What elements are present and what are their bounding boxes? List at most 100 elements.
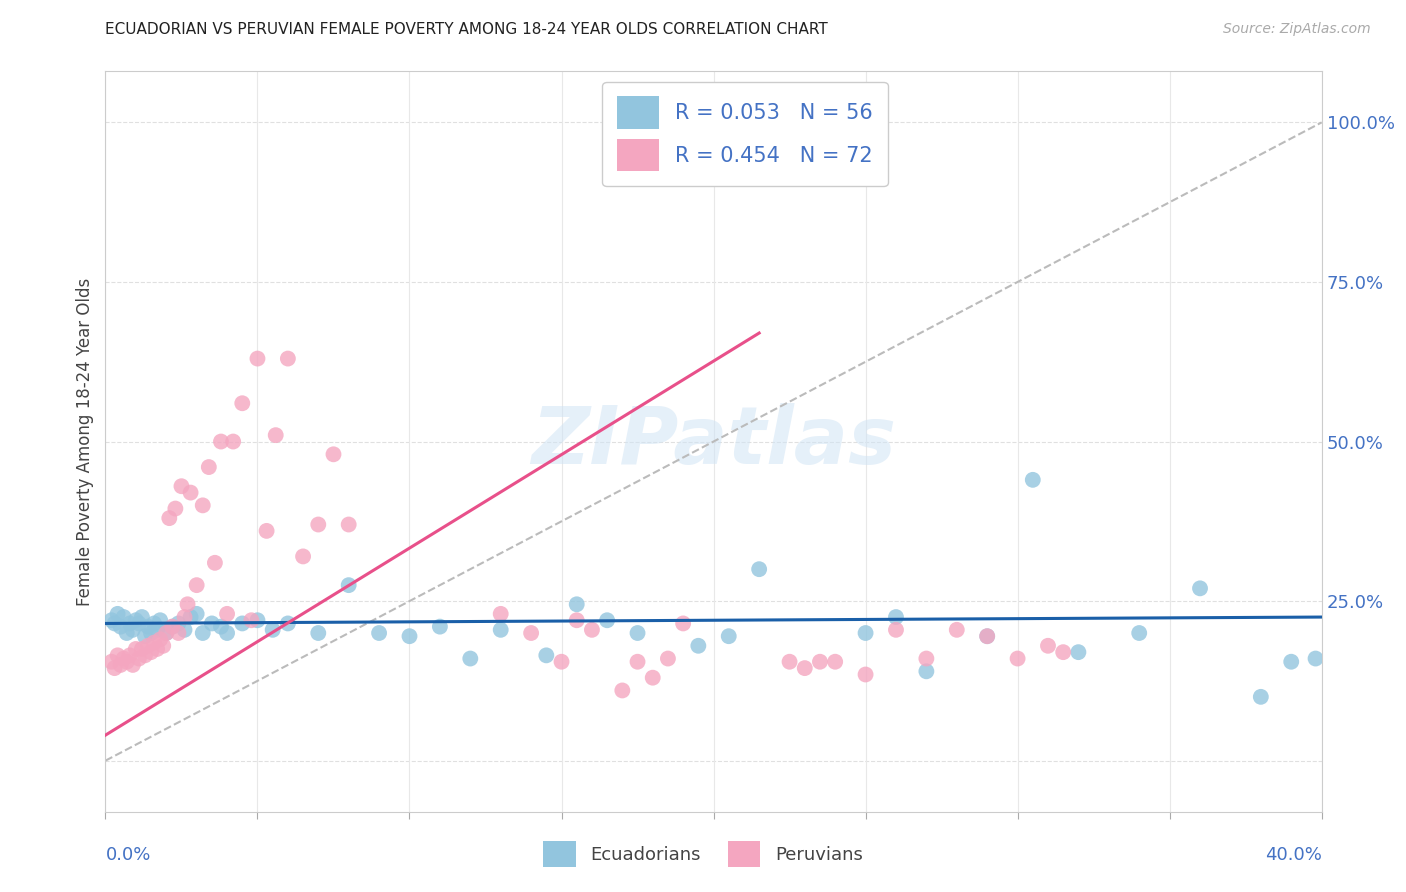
Point [733,141,755,155]
Point [146,623,169,637]
Point [217,626,239,640]
Point [167,616,190,631]
Point [1128,626,1150,640]
Point [1279,655,1302,669]
Point [884,610,907,624]
Point [884,623,907,637]
Point [581,623,603,637]
Point [191,499,214,513]
Point [201,616,224,631]
Point [152,639,174,653]
Point [612,683,634,698]
Point [717,141,740,155]
Point [100,655,122,669]
Point [915,651,938,665]
Point [368,626,391,640]
Point [565,613,588,627]
Point [688,639,710,653]
Point [458,651,481,665]
Point [337,578,360,592]
Point [626,655,648,669]
Point [748,141,770,155]
Point [128,616,150,631]
Point [134,629,156,643]
Point [307,517,329,532]
Point [186,578,208,592]
Point [520,626,543,640]
Point [191,626,214,640]
Point [157,511,180,525]
Point [672,616,695,631]
Point [536,648,558,663]
Point [808,655,831,669]
Point [292,549,315,564]
Point [100,613,122,627]
Point [149,632,172,647]
Point [176,597,198,611]
Point [180,610,202,624]
Point [945,623,967,637]
Point [277,616,299,631]
Point [173,610,195,624]
Point [217,607,239,621]
Point [125,613,148,627]
Legend: R = 0.053   N = 56, R = 0.454   N = 72: R = 0.053 N = 56, R = 0.454 N = 72 [602,82,887,186]
Point [1067,645,1090,659]
Text: ECUADORIAN VS PERUVIAN FEMALE POVERTY AMONG 18-24 YEAR OLDS CORRELATION CHART: ECUADORIAN VS PERUVIAN FEMALE POVERTY AM… [105,22,828,37]
Point [565,597,588,611]
Point [277,351,299,366]
Point [162,619,184,633]
Point [855,667,877,681]
Point [107,648,129,663]
Point [322,447,344,461]
Point [262,623,284,637]
Point [165,501,187,516]
Point [170,479,193,493]
Point [246,613,269,627]
Point [1188,582,1211,596]
Point [824,655,846,669]
Point [131,642,153,657]
Point [855,626,877,640]
Point [121,657,143,672]
Point [180,485,202,500]
Point [1036,639,1059,653]
Point [186,607,208,621]
Point [702,141,725,155]
Point [489,607,512,621]
Point [143,635,166,649]
Point [125,642,148,657]
Point [112,610,135,624]
Point [626,626,648,640]
Point [222,434,245,449]
Text: 0.0%: 0.0% [105,846,150,863]
Point [596,613,619,627]
Point [976,629,998,643]
Point [134,648,156,663]
Point [128,651,150,665]
Text: 40.0%: 40.0% [1265,846,1322,863]
Point [641,671,664,685]
Point [162,619,184,633]
Point [264,428,287,442]
Text: Source: ZipAtlas.com: Source: ZipAtlas.com [1223,22,1371,37]
Point [337,517,360,532]
Point [115,655,138,669]
Point [231,396,253,410]
Point [550,655,572,669]
Point [240,613,263,627]
Point [1305,651,1327,665]
Point [1022,473,1045,487]
Point [118,616,141,631]
Point [136,639,159,653]
Point [115,626,138,640]
Point [429,619,451,633]
Point [209,434,232,449]
Point [246,351,269,366]
Point [976,629,998,643]
Point [256,524,278,538]
Point [763,141,786,155]
Point [717,629,740,643]
Point [231,616,253,631]
Point [748,562,770,576]
